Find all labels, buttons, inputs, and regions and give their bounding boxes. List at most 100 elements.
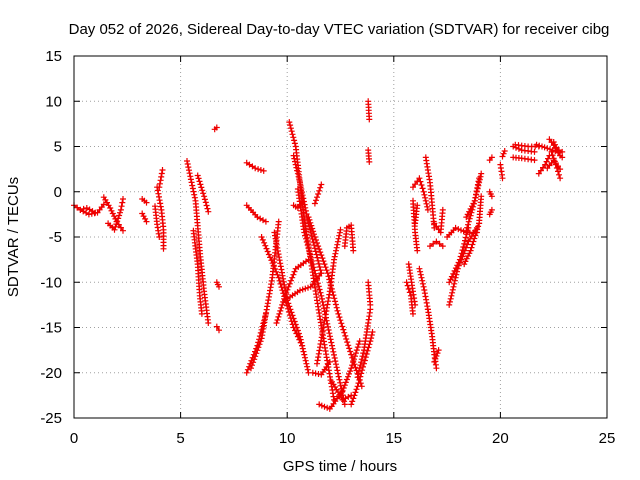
plus-marker — [354, 383, 361, 390]
data-markers — [71, 98, 566, 412]
plus-marker — [475, 223, 482, 230]
plus-marker — [463, 255, 470, 262]
plus-marker — [111, 213, 118, 220]
plus-marker — [74, 204, 81, 211]
markers-arc-63 — [510, 154, 538, 164]
plus-marker — [111, 226, 118, 233]
plus-marker — [340, 326, 347, 333]
plus-marker — [300, 348, 307, 355]
plus-marker — [414, 202, 421, 209]
plus-marker — [265, 251, 272, 258]
plus-marker — [254, 347, 261, 354]
markers-arc-13 — [211, 124, 220, 133]
plus-marker — [298, 186, 305, 192]
plus-marker — [112, 223, 119, 230]
plus-marker — [196, 178, 203, 185]
markers-arc-05 — [139, 196, 150, 206]
plus-marker — [189, 185, 196, 192]
plus-marker — [457, 253, 464, 260]
plus-marker — [433, 365, 440, 372]
y-tick-label: -5 — [49, 229, 62, 246]
plus-marker — [260, 167, 267, 174]
plus-marker — [550, 139, 557, 145]
plus-marker — [349, 362, 356, 369]
plus-marker — [311, 231, 317, 238]
plus-marker — [199, 187, 206, 194]
plus-marker — [499, 175, 506, 182]
plus-marker — [297, 287, 303, 294]
plus-marker — [424, 203, 431, 210]
plus-marker — [410, 310, 416, 317]
plus-marker — [279, 301, 286, 308]
plus-marker — [323, 267, 330, 274]
plus-marker — [287, 122, 294, 129]
plus-marker — [556, 171, 562, 178]
plus-marker — [354, 344, 361, 351]
plus-marker — [278, 304, 285, 311]
plus-marker — [331, 253, 338, 260]
plus-marker — [365, 279, 372, 286]
plus-marker — [256, 341, 263, 348]
plus-marker — [272, 266, 278, 272]
plus-marker — [304, 363, 311, 370]
plus-marker — [118, 203, 125, 210]
plus-marker — [447, 295, 454, 302]
plus-marker — [499, 153, 506, 160]
plus-marker — [446, 298, 453, 305]
plus-marker — [287, 125, 294, 132]
plus-marker — [143, 218, 150, 225]
plus-marker — [263, 245, 270, 252]
plus-marker — [369, 329, 376, 335]
plus-marker — [325, 327, 332, 333]
plus-marker — [303, 239, 310, 245]
plus-marker — [548, 148, 555, 155]
plus-marker — [205, 208, 212, 215]
plus-marker — [352, 353, 358, 360]
plus-marker — [449, 286, 456, 293]
plus-marker — [332, 301, 339, 308]
markers-arc-60 — [486, 154, 495, 164]
plus-marker — [430, 240, 437, 247]
plus-marker — [202, 199, 209, 206]
plus-marker — [316, 246, 323, 253]
plus-marker — [195, 175, 202, 182]
plus-marker — [302, 357, 309, 364]
plus-marker — [297, 336, 304, 343]
plus-marker — [467, 247, 474, 254]
plus-marker — [336, 314, 343, 321]
plus-marker — [299, 192, 306, 199]
plus-marker — [114, 218, 121, 225]
plus-marker — [452, 265, 459, 272]
plus-marker — [285, 283, 292, 290]
markers-arc-17 — [243, 202, 269, 225]
plus-marker — [290, 152, 297, 159]
plus-marker — [255, 344, 262, 351]
x-axis-label: GPS time / hours — [283, 458, 397, 475]
plus-marker — [552, 141, 558, 148]
markers-arc-50 — [431, 206, 446, 236]
plus-marker — [342, 332, 349, 339]
plus-marker — [334, 238, 341, 245]
y-tick-label: -15 — [40, 320, 62, 337]
plus-marker — [191, 191, 198, 198]
plus-marker — [308, 222, 315, 229]
plus-marker — [311, 267, 318, 274]
plus-marker — [354, 374, 361, 381]
plus-marker — [420, 188, 427, 195]
markers-arc-41 — [405, 261, 419, 308]
plus-marker — [318, 181, 325, 188]
plus-marker — [343, 376, 350, 383]
plus-marker — [293, 164, 300, 171]
plus-marker — [253, 350, 260, 357]
plus-marker — [419, 277, 426, 284]
markers-arc-07 — [152, 203, 163, 240]
plus-marker — [332, 298, 339, 305]
plus-marker — [448, 273, 455, 280]
plus-marker — [433, 238, 440, 245]
plus-marker — [472, 232, 479, 239]
plus-marker — [184, 158, 190, 164]
markers-arc-11 — [190, 227, 205, 317]
plus-marker — [419, 280, 426, 287]
markers-arc-02 — [77, 201, 107, 218]
plus-marker — [427, 243, 433, 250]
